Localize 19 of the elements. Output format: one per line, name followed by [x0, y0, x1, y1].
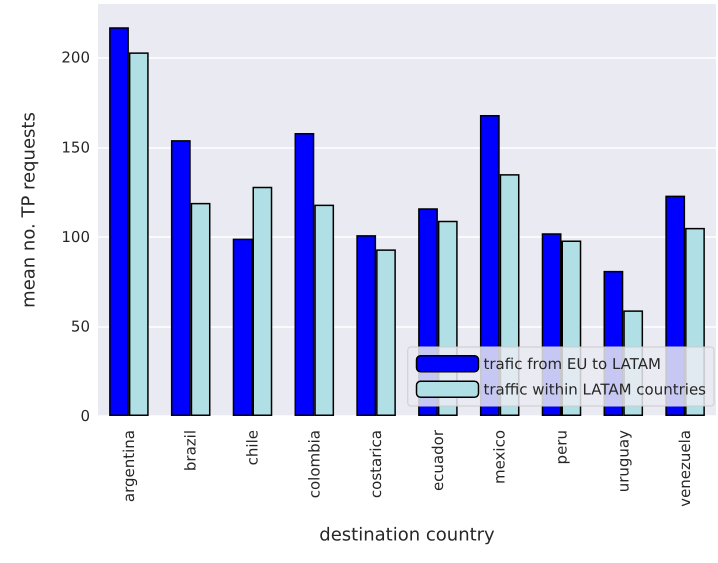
y-tick-label: 150 [61, 138, 90, 156]
x-tick-label: chile [244, 430, 262, 466]
x-tick-label: peru [552, 430, 570, 464]
legend-label: traffic within LATAM countries [484, 380, 706, 398]
x-axis-title: destination country [319, 524, 496, 546]
x-tick-label: brazil [182, 430, 200, 472]
x-tick-label: venezuela [676, 430, 694, 507]
x-tick-label: colombia [305, 430, 324, 498]
x-tick-label: costarica [367, 430, 386, 498]
x-tick-label: ecuador [428, 429, 447, 492]
x-tick-label: argentina [120, 430, 138, 502]
x-tick-label: mexico [490, 430, 509, 484]
y-tick-label: 200 [61, 48, 90, 67]
legend-label: trafic from EU to LATAM [484, 354, 661, 373]
y-axis-title: mean no. TP requests [18, 112, 40, 308]
x-tick-label: uruguay [614, 430, 632, 492]
y-tick-label: 100 [61, 228, 90, 246]
y-tick-label: 50 [70, 317, 90, 336]
y-tick-label: 0 [80, 407, 90, 425]
